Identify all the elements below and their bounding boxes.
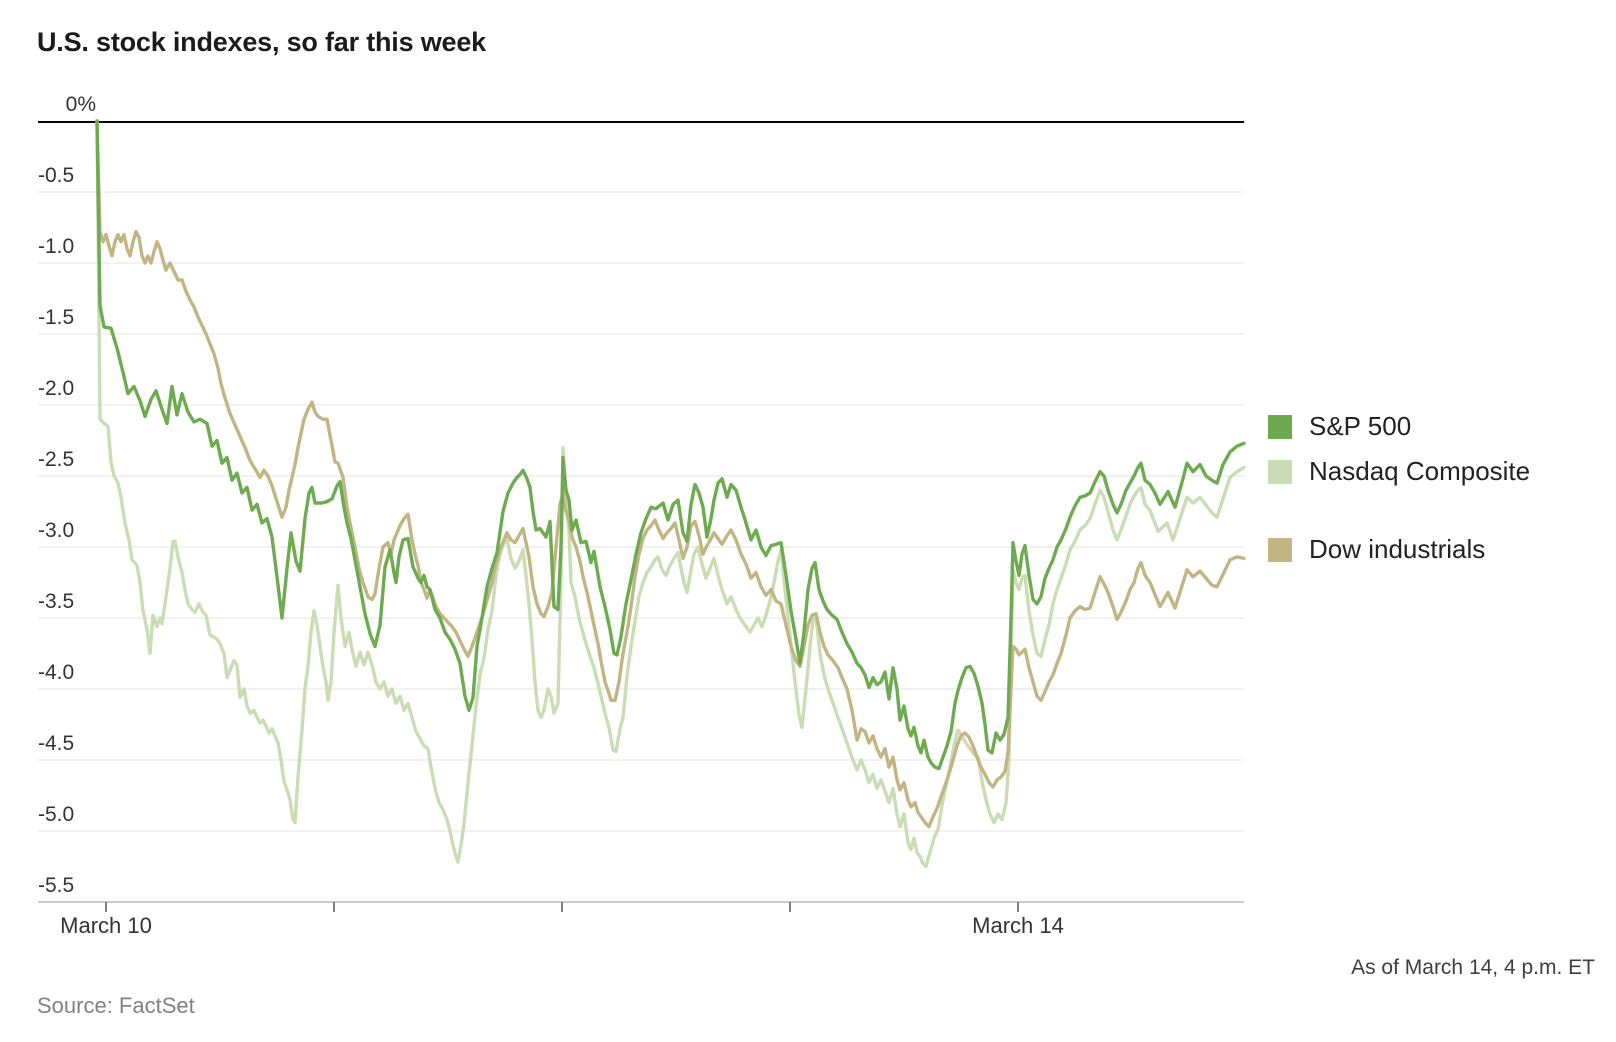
nasdaq-legend-swatch [1268, 459, 1292, 484]
y-axis-tick-label: -5.0 [38, 803, 75, 826]
y-axis-tick-label: -1.0 [38, 235, 75, 258]
series-line-s-p-500 [95, 119, 1246, 771]
legend-label: Nasdaq Composite [1309, 456, 1531, 486]
legend-item-dow: Dow industrials [1268, 534, 1485, 565]
y-axis-tick-label: -0.5 [38, 164, 75, 187]
legend-label: Dow industrials [1309, 534, 1486, 564]
legend-label: S&P 500 [1309, 411, 1412, 441]
y-axis-tick-label: -3.0 [38, 519, 75, 542]
y-axis-tick-label: -1.5 [38, 306, 75, 329]
y-axis-tick-label: -5.5 [38, 874, 75, 897]
x-axis-tick-label: March 10 [60, 913, 152, 938]
legend-item-nasdaq: Nasdaq Composite [1268, 456, 1530, 487]
chart-plot-svg [38, 119, 1246, 912]
y-axis-tick-label: -2.0 [38, 377, 75, 400]
x-axis-tick-label: March 14 [972, 913, 1064, 938]
legend-item-sp500: S&P 500 [1268, 411, 1411, 442]
series-line-nasdaq-composite [95, 119, 1246, 869]
sp500-legend-swatch [1268, 414, 1292, 439]
y-axis-tick-label: -3.5 [38, 590, 75, 613]
y-axis-tick-label: -4.0 [38, 661, 75, 684]
y-axis-tick-label: -4.5 [38, 732, 75, 755]
chart-title: U.S. stock indexes, so far this week [37, 27, 486, 57]
source-note: Source: FactSet [37, 993, 195, 1018]
y-axis-tick-label: 0% [65, 93, 96, 116]
dow-legend-swatch [1268, 537, 1292, 562]
series-line-dow-industrials [95, 119, 1246, 829]
y-axis-tick-label: -2.5 [38, 448, 75, 471]
as-of-note: As of March 14, 4 p.m. ET [1351, 956, 1595, 979]
